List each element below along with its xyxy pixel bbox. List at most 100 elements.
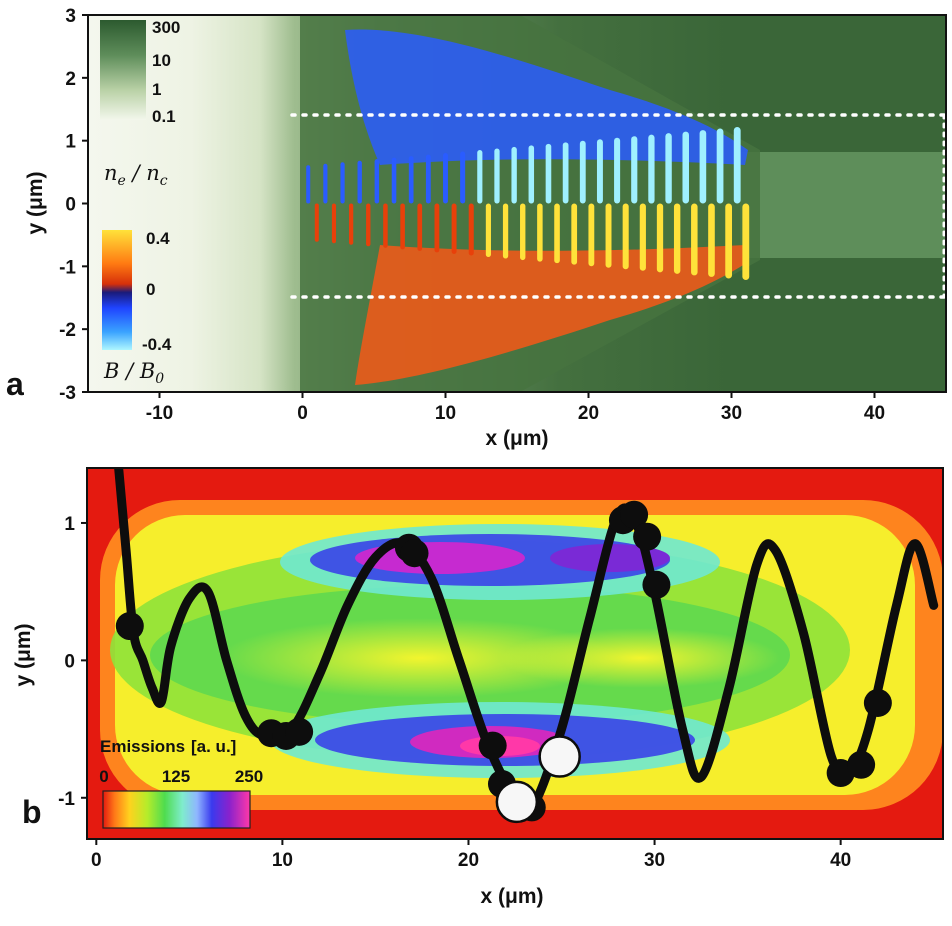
panel-a-field-stripe-positive [477, 149, 483, 204]
panel-a-ytick-label: 1 [65, 132, 76, 153]
panel-a-field-stripe-positive [374, 159, 380, 204]
panel-a-field-stripes [306, 127, 750, 280]
panel-a-field-stripe-positive [306, 165, 311, 204]
panel-a-field-stripe-positive [460, 151, 466, 204]
panel-a-field-stripe-negative [417, 203, 423, 251]
density-colorbar: 300 10 1 0.1 ne / nc [100, 18, 180, 189]
emissions-colorbar-tick-125: 125 [162, 767, 190, 786]
panel-a-field-stripe-negative [622, 203, 629, 270]
panel-a-field-stripe-negative [554, 203, 560, 264]
panel-a-field-stripe-negative [400, 203, 405, 250]
panel-a-field-stripe-negative [485, 203, 491, 258]
panel-b-plot [87, 468, 943, 839]
emission-point-black [285, 717, 314, 746]
panel-a-ytick-label: 0 [65, 195, 76, 216]
emission-point-black [847, 750, 876, 779]
density-colorbar-label: ne / nc [104, 161, 168, 189]
panel-a-field-stripe-positive [323, 163, 328, 204]
emission-point-black [620, 500, 649, 529]
panel-a-plot [88, 15, 946, 392]
panel-a-field-stripe-positive [648, 134, 655, 204]
panel-b-xlabel: x (μm) [480, 885, 543, 908]
panel-a-field-stripe-positive [579, 140, 586, 204]
emissions-colorbar: Emissions [a. u.] 0 125 250 [99, 737, 263, 829]
panel-a-xtick-label: 10 [435, 403, 456, 424]
emissions-colorbar-title: Emissions [100, 737, 185, 756]
panel-a-field-stripe-negative [639, 203, 646, 271]
panel-a-field-stripe-positive [665, 133, 672, 204]
panel-a-red-region [355, 245, 748, 385]
panel-a-field-stripe-positive [408, 156, 414, 204]
panel-a-xtick-label: 0 [297, 403, 308, 424]
panel-b-central-yellow-2 [500, 628, 780, 688]
field-colorbar: 0.4 0 -0.4 B / B0 [102, 229, 172, 387]
panel-a-field-stripe-positive [596, 139, 603, 204]
panel-a-ytick-label: 2 [65, 69, 76, 90]
panel-a-xtick-label: 20 [578, 403, 599, 424]
panel-a-field-stripe-negative [383, 203, 388, 248]
panel-a-field-stripe-positive [494, 148, 500, 204]
panel-a-field-stripe-negative [571, 203, 578, 265]
panel-a-field-stripe-negative [673, 203, 681, 274]
panel-a-field-stripe-positive [614, 137, 621, 204]
emission-point-black [400, 539, 429, 568]
density-colorbar-tick-0.1: 0.1 [152, 107, 176, 126]
panel-a-field-stripe-negative [314, 203, 319, 242]
panel-b-xtick-label: 20 [458, 850, 479, 871]
density-colorbar-gradient [100, 20, 146, 120]
emission-point-black [642, 570, 671, 599]
panel-a-field-stripe-negative [537, 203, 543, 262]
density-colorbar-tick-1: 1 [152, 80, 161, 99]
panel-a-field-stripe-negative [348, 203, 354, 245]
panel-a-xlabel: x (μm) [485, 427, 548, 450]
panel-a-field-stripe-negative [366, 203, 371, 247]
panel-a-field-stripe-negative [605, 203, 612, 268]
panel-a-field-stripe-negative [708, 203, 715, 277]
emissions-colorbar-tick-250: 250 [235, 767, 263, 786]
density-colorbar-tick-300: 300 [152, 18, 180, 37]
field-colorbar-tick-0.4: 0.4 [146, 229, 170, 248]
panel-b-ytick-label: 1 [64, 514, 75, 535]
panel-a-field-stripe-negative [451, 203, 457, 254]
panel-b-label: b [22, 794, 42, 830]
panel-a-field-stripe-positive [425, 154, 431, 204]
panel-a-field-stripe-positive [391, 157, 397, 204]
panel-b-xtick-label: 40 [830, 850, 851, 871]
emission-point-white [538, 735, 581, 778]
panel-b-xtick-label: 0 [91, 850, 102, 871]
field-colorbar-gradient [102, 230, 132, 350]
density-colorbar-tick-10: 10 [152, 51, 171, 70]
panel-a-field-stripe-positive [357, 160, 362, 204]
panel-a-field-stripe-positive [733, 127, 741, 204]
emission-point-white [495, 780, 539, 824]
panel-b-ytick-label: -1 [58, 789, 75, 810]
panel-a-ylabel: y (μm) [24, 171, 47, 234]
panel-a-field-stripe-positive [545, 143, 552, 204]
panel-a-field-stripe-positive [716, 128, 724, 204]
field-colorbar-label: B / B0 [103, 359, 164, 387]
panel-a-xtick-label: -10 [146, 403, 173, 424]
panel-a-xtick-label: 40 [864, 403, 885, 424]
panel-b-xtick-label: 30 [644, 850, 665, 871]
panel-a-ytick-label: -1 [59, 257, 76, 278]
panel-b-ytick-label: 0 [64, 651, 75, 672]
panel-a-field-stripe-positive [511, 146, 517, 204]
emissions-colorbar-units: [a. u.] [191, 737, 236, 756]
panel-a-field-stripe-negative [520, 203, 526, 261]
panel-a-xtick-label: 30 [721, 403, 742, 424]
emissions-colorbar-tick-0: 0 [99, 767, 108, 786]
panel-a-label: a [6, 366, 24, 402]
emission-point-black [633, 522, 662, 551]
panel-a-field-stripe-negative [468, 203, 474, 256]
panel-a-channel [740, 152, 946, 258]
panel-a-field-stripe-negative [502, 203, 509, 259]
emissions-colorbar-gradient [102, 790, 251, 829]
panel-a-field-stripe-positive [340, 162, 345, 204]
panel-a-blue-region [345, 29, 748, 166]
emission-point-black [478, 731, 507, 760]
panel-b-xtick-label: 10 [272, 850, 293, 871]
field-colorbar-tick-neg0.4: -0.4 [142, 335, 172, 354]
panel-b-upper-purple [550, 544, 670, 572]
